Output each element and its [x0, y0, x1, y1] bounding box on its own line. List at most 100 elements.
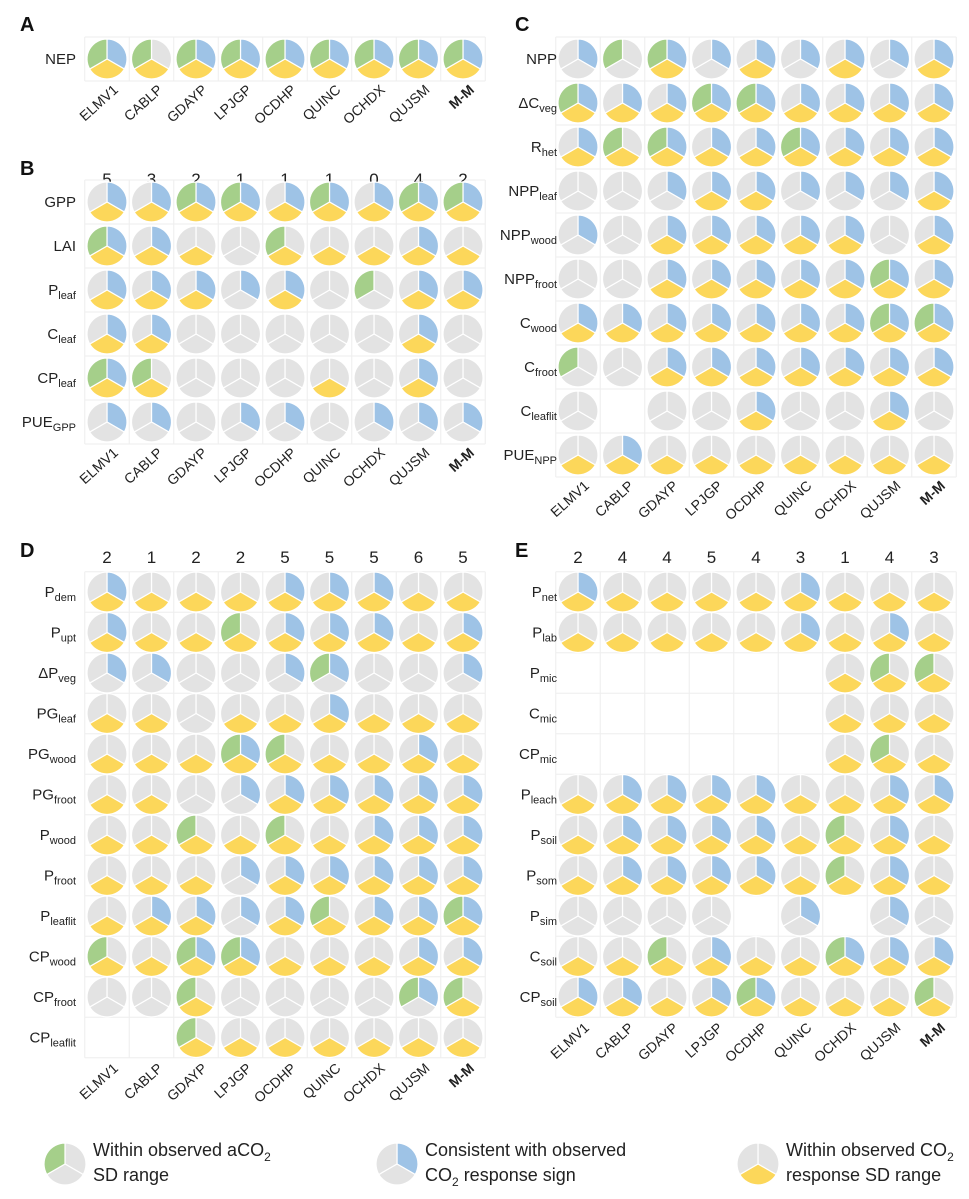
pie-segment-co2-sd [648, 234, 686, 256]
pie-segment-aco2-sd [690, 773, 713, 806]
pie-segment-co2-sd [133, 377, 170, 399]
pie-segment-co2-sd [355, 377, 393, 399]
pie-segment-co2-sd [604, 278, 641, 300]
pie-marker [86, 935, 128, 978]
pie-marker [264, 313, 306, 355]
pie-marker [824, 652, 866, 694]
pie-marker [442, 935, 484, 978]
pie-segment-aco2-sd [308, 895, 331, 927]
pie-marker [868, 170, 911, 212]
pie-marker [130, 692, 173, 735]
pie-segment-co2-sd [693, 190, 730, 212]
pie-marker [690, 976, 733, 1018]
pie-segment-co2-sd [355, 58, 393, 80]
pie-marker [557, 434, 599, 476]
pie-marker [219, 401, 262, 443]
pie-marker [397, 611, 440, 654]
pie-marker [308, 814, 351, 856]
pie-marker [353, 313, 395, 355]
pie-marker [308, 652, 351, 694]
pie-marker [264, 269, 306, 311]
pie-segment-co2-sd [737, 278, 775, 300]
pie-segment-co2-sd [400, 377, 437, 399]
column-label: LPJGP [211, 1060, 255, 1102]
pie-segment-co2-sd [88, 289, 126, 311]
pie-segment-co2-sd [648, 58, 686, 80]
pie-segment-co2-sd [266, 289, 304, 311]
pie-marker [779, 773, 822, 816]
pie-segment-co2-sd [222, 421, 259, 443]
pie-marker [86, 773, 128, 816]
pie-segment-aco2-sd [735, 434, 757, 466]
legend-pie-segment [43, 1142, 66, 1176]
row-label: Pmic [530, 665, 558, 685]
pie-segment-co2-sd [737, 631, 775, 654]
pie-segment-aco2-sd [219, 814, 242, 846]
pie-marker [442, 181, 484, 223]
pie-marker [913, 126, 955, 168]
pie-marker [690, 814, 733, 856]
row-label: CPleaflit [29, 1030, 76, 1050]
pie-segment-aco2-sd [353, 935, 375, 968]
pie-segment-aco2-sd [824, 434, 846, 466]
pie-segment-co2-sd [915, 278, 953, 300]
pie-segment-aco2-sd [868, 38, 891, 70]
column-count: 5 [280, 548, 289, 567]
pie-segment-aco2-sd [557, 895, 579, 927]
pie-marker [308, 38, 351, 80]
column-label: QUJSM [385, 444, 432, 489]
pie-segment-aco2-sd [868, 814, 891, 846]
pie-marker [913, 895, 955, 937]
pie-segment-aco2-sd [913, 571, 935, 603]
pie-segment-aco2-sd [779, 390, 802, 422]
pie-segment-aco2-sd [557, 82, 579, 114]
panel-letter: B [20, 158, 34, 180]
pie-segment-aco2-sd [308, 733, 331, 765]
pie-segment-aco2-sd [308, 692, 331, 725]
pie-marker [868, 302, 911, 344]
pie-segment-co2-sd [871, 278, 908, 300]
pie-segment-co2-sd [648, 190, 686, 212]
column-label: ELMV1 [76, 1060, 121, 1103]
pie-segment-aco2-sd [175, 225, 197, 257]
pie-segment-co2-sd [133, 58, 170, 80]
pie-segment-co2-sd [826, 410, 864, 432]
pie-marker [913, 814, 955, 856]
column-count: 0 [369, 170, 378, 189]
pie-segment-co2-sd [737, 874, 775, 897]
pie-segment-aco2-sd [86, 611, 108, 644]
column-label: CABLP [121, 444, 166, 487]
pie-segment-co2-sd [782, 58, 819, 80]
pie-segment-aco2-sd [824, 390, 846, 422]
pie-segment-aco2-sd [86, 935, 108, 968]
pie-marker [646, 346, 688, 388]
pie-marker [130, 38, 173, 80]
pie-segment-co2-sd [915, 366, 953, 388]
pie-segment-aco2-sd [442, 571, 464, 603]
pie-segment-co2-sd [266, 421, 304, 443]
pie-marker [868, 611, 911, 654]
pie-segment-aco2-sd [601, 302, 624, 334]
column-label: GDAYP [635, 1019, 681, 1063]
pie-marker [868, 692, 911, 735]
row-label: Cleaflit [520, 403, 557, 423]
pie-segment-aco2-sd [824, 692, 846, 725]
pie-segment-aco2-sd [264, 571, 286, 603]
pie-segment-aco2-sd [690, 214, 713, 246]
pie-segment-co2-sd [444, 333, 482, 355]
pie-marker [264, 733, 306, 775]
pie-segment-co2-sd [826, 234, 864, 256]
pie-segment-co2-sd [693, 322, 730, 344]
pie-segment-aco2-sd [86, 733, 108, 765]
pie-segment-co2-sd [559, 234, 597, 256]
pie-segment-co2-sd [871, 234, 908, 256]
pie-segment-aco2-sd [646, 214, 668, 246]
pie-segment-co2-sd [311, 1036, 348, 1059]
pie-segment-aco2-sd [557, 611, 579, 644]
pie-segment-aco2-sd [308, 854, 331, 887]
pie-segment-co2-sd [871, 190, 908, 212]
pie-segment-aco2-sd [175, 976, 197, 1008]
pie-segment-co2-sd [826, 996, 864, 1018]
pie-marker [308, 611, 351, 654]
pie-marker [442, 814, 484, 856]
